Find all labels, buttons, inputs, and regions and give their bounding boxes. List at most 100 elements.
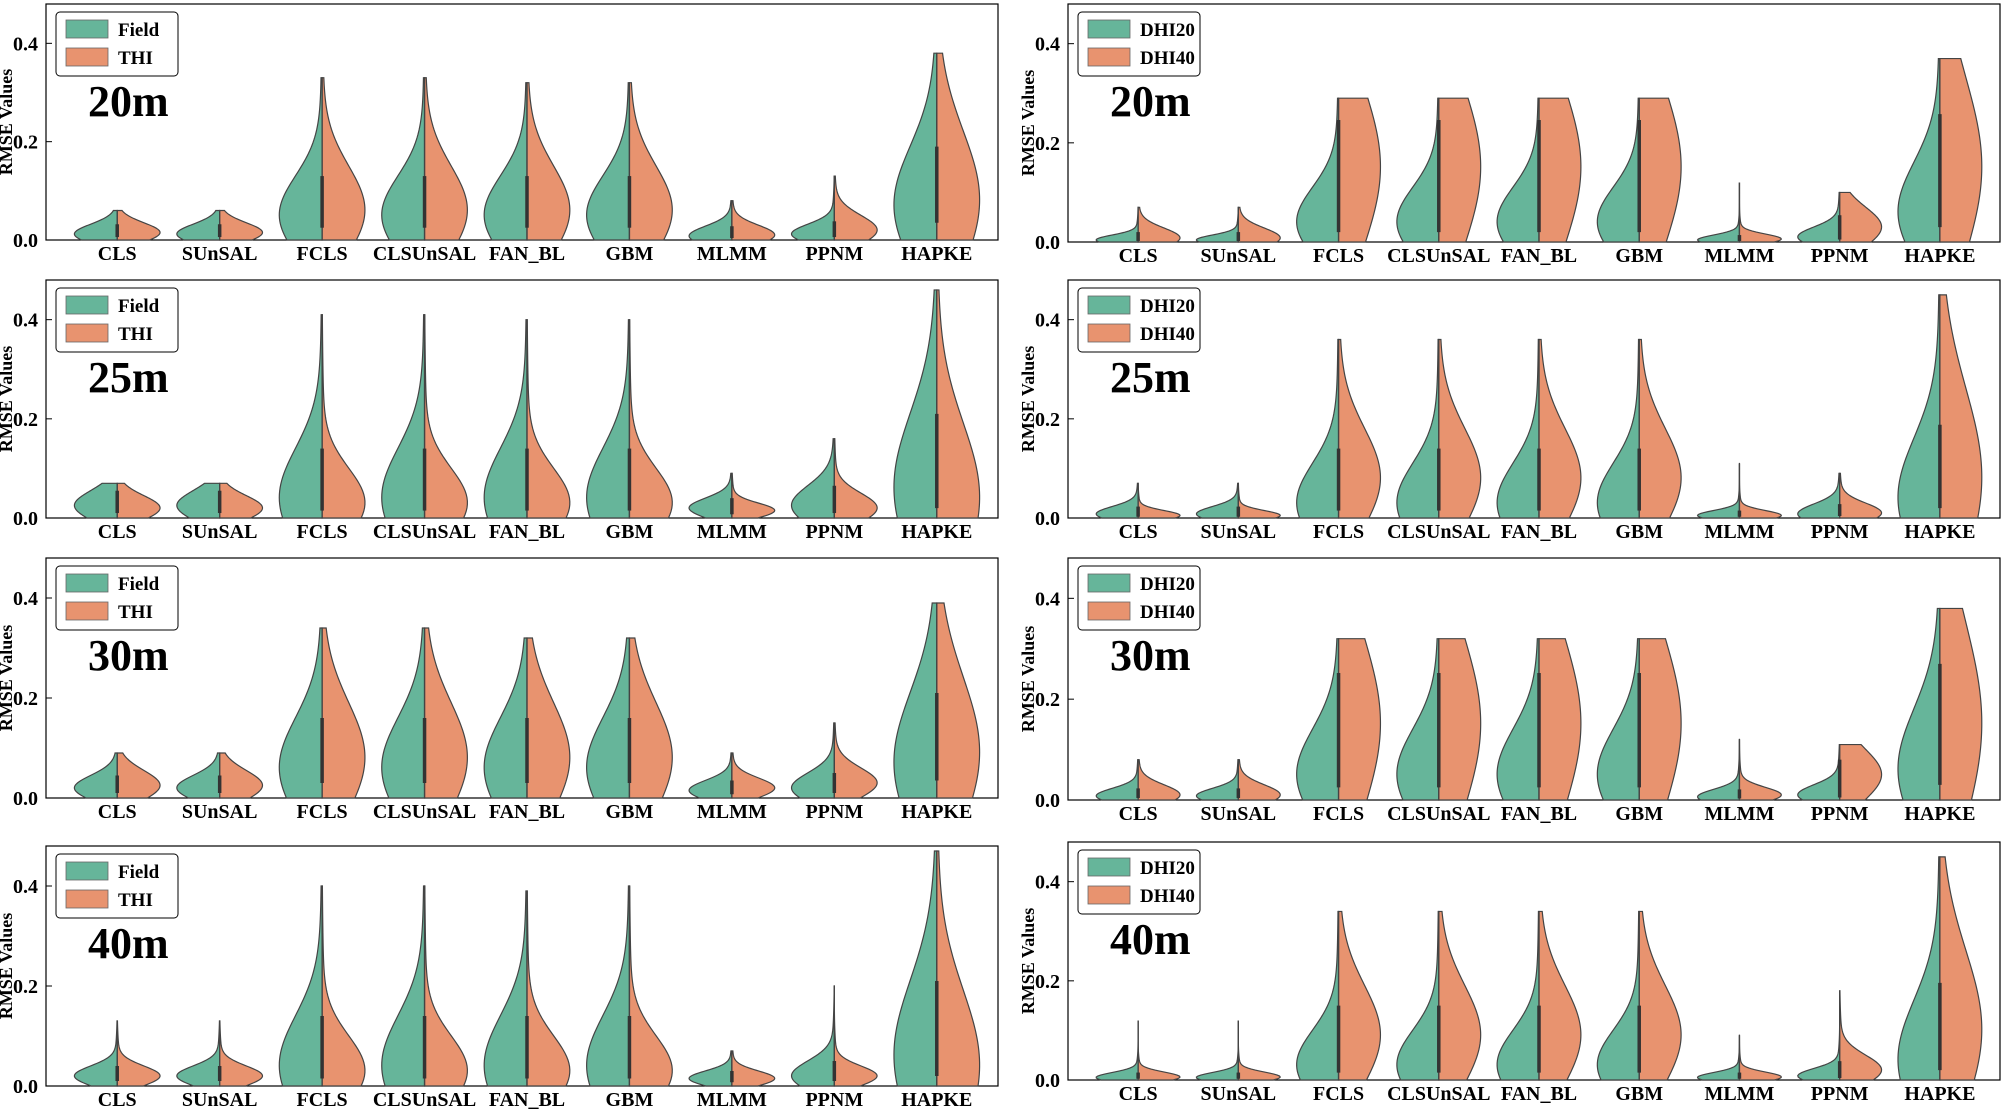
violin-field-fan_bl <box>483 890 528 1087</box>
legend-swatch-thi <box>65 601 109 621</box>
violin-dhi20-mlmm <box>1696 1035 1741 1081</box>
violin-field-sunsal <box>176 1020 221 1087</box>
x-tick-label-hapke: HAPKE <box>1904 521 1975 543</box>
violin-dhi20-cls <box>1095 206 1139 243</box>
violin-dhi40-fan_bl <box>1538 910 1582 1081</box>
x-tick-label-fcls: FCLS <box>297 243 348 265</box>
violin-dhi20-ppnm <box>1797 191 1841 243</box>
legend-label-dhi20: DHI20 <box>1140 20 1195 41</box>
x-tick-label-cls: CLS <box>1119 245 1158 267</box>
x-tick-label-fcls: FCLS <box>1313 245 1364 267</box>
x-tick-label-hapke: HAPKE <box>901 1089 972 1111</box>
x-tick-label-cls: CLS <box>1119 1083 1158 1105</box>
violin-dhi20-fcls <box>1296 910 1340 1081</box>
violin-field-sunsal <box>176 209 221 241</box>
violin-field-mlmm <box>688 472 733 519</box>
violin-dhi20-clsunsal <box>1396 338 1440 519</box>
violin-dhi40-hapke <box>1939 607 1983 801</box>
y-tick-label: 0.2 <box>13 688 38 710</box>
violin-thi-clsunsal <box>423 885 468 1087</box>
panel-left-40m: 0.0 0.2 0.4 RMSE Values CLS SUnSAL FCLS CLSUnSA… <box>0 845 999 1111</box>
violin-dhi20-mlmm <box>1696 463 1741 519</box>
legend-label-field: Field <box>118 296 160 317</box>
violin-field-fan_bl <box>483 319 528 519</box>
resolution-label: 30m <box>88 631 169 680</box>
violin-dhi40-hapke <box>1939 294 1983 519</box>
x-tick-label-mlmm: MLMM <box>697 521 767 543</box>
x-tick-label-gbm: GBM <box>606 243 654 265</box>
violin-dhi40-fan_bl <box>1538 338 1582 519</box>
violin-field-cls <box>73 752 118 799</box>
x-tick-label-clsunsal: CLSUnSAL <box>1387 803 1490 825</box>
violin-field-gbm <box>586 637 631 799</box>
x-tick-label-fan_bl: FAN_BL <box>489 1089 565 1111</box>
violin-dhi20-hapke <box>1897 294 1941 519</box>
legend-label-thi: THI <box>118 602 153 623</box>
violin-dhi20-gbm <box>1596 638 1640 801</box>
violin-field-cls <box>73 209 118 241</box>
legend-swatch-field <box>65 573 109 593</box>
panel-right-30m: 0.0 0.2 0.4 RMSE Values CLS SUnSAL FCLS CLSUnSA… <box>1018 557 2001 825</box>
x-tick-label-cls: CLS <box>1119 521 1158 543</box>
violin-thi-sunsal <box>219 752 264 799</box>
x-tick-label-ppnm: PPNM <box>1811 1083 1869 1105</box>
violin-dhi40-mlmm <box>1738 182 1783 243</box>
x-tick-label-mlmm: MLMM <box>1704 245 1774 267</box>
resolution-label: 20m <box>88 77 169 126</box>
legend-label-field: Field <box>118 862 160 883</box>
y-axis-label: RMSE Values <box>1018 70 1038 177</box>
resolution-label: 40m <box>88 919 169 968</box>
violin-thi-fcls <box>321 627 366 799</box>
violin-thi-sunsal <box>219 209 264 241</box>
x-tick-label-mlmm: MLMM <box>697 243 767 265</box>
violin-dhi40-gbm <box>1638 338 1682 519</box>
violin-dhi40-fan_bl <box>1538 97 1582 243</box>
violin-dhi40-clsunsal <box>1438 638 1482 801</box>
violin-field-clsunsal <box>381 77 426 241</box>
x-tick-label-fan_bl: FAN_BL <box>1501 1083 1577 1105</box>
x-tick-label-fcls: FCLS <box>297 521 348 543</box>
x-tick-label-fcls: FCLS <box>1313 521 1364 543</box>
violin-thi-fan_bl <box>526 637 571 799</box>
violin-thi-mlmm <box>731 1050 776 1087</box>
violin-field-ppnm <box>790 722 835 799</box>
legend-label-field: Field <box>118 20 160 41</box>
x-tick-label-hapke: HAPKE <box>1904 803 1975 825</box>
x-tick-label-cls: CLS <box>98 521 137 543</box>
x-tick-label-sunsal: SUnSAL <box>1201 245 1277 267</box>
legend-swatch-thi <box>65 889 109 909</box>
violin-dhi40-sunsal <box>1237 482 1281 519</box>
violin-thi-mlmm <box>731 472 776 519</box>
legend-swatch-thi <box>65 323 109 343</box>
violin-thi-fan_bl <box>526 890 571 1087</box>
violin-field-gbm <box>586 885 631 1087</box>
violin-thi-fcls <box>321 314 366 519</box>
violin-dhi40-sunsal <box>1237 1020 1282 1081</box>
x-tick-label-fan_bl: FAN_BL <box>1501 803 1577 825</box>
violin-dhi40-ppnm <box>1839 472 1883 519</box>
y-axis-label: RMSE Values <box>0 625 16 732</box>
y-tick-label: 0.2 <box>13 409 38 431</box>
violin-dhi40-cls <box>1137 206 1181 243</box>
violin-thi-cls <box>116 482 161 519</box>
x-tick-label-gbm: GBM <box>1615 1083 1663 1105</box>
violin-field-mlmm <box>688 1050 733 1087</box>
x-tick-label-gbm: GBM <box>606 801 654 823</box>
legend-label-dhi40: DHI40 <box>1140 324 1195 345</box>
violin-thi-sunsal <box>219 1020 264 1087</box>
violin-dhi20-fan_bl <box>1496 638 1540 801</box>
y-tick-label: 0.4 <box>1035 872 1060 894</box>
violin-field-clsunsal <box>381 314 426 519</box>
violin-dhi20-ppnm <box>1797 472 1841 519</box>
violin-dhi20-gbm <box>1596 910 1640 1081</box>
x-tick-label-mlmm: MLMM <box>1704 521 1774 543</box>
violin-thi-cls <box>116 752 161 799</box>
violin-thi-hapke <box>936 52 981 241</box>
violin-field-fcls <box>278 314 323 519</box>
violin-dhi40-clsunsal <box>1438 338 1482 519</box>
x-tick-label-hapke: HAPKE <box>901 243 972 265</box>
violin-dhi40-clsunsal <box>1438 97 1482 243</box>
x-tick-label-fan_bl: FAN_BL <box>489 521 565 543</box>
x-tick-label-clsunsal: CLSUnSAL <box>1387 245 1490 267</box>
x-tick-label-hapke: HAPKE <box>1904 245 1975 267</box>
